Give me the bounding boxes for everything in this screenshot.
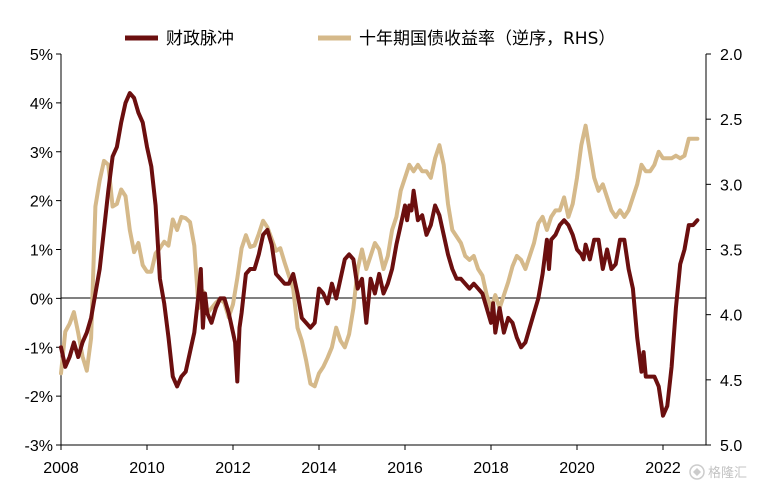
watermark: 格隆汇 [689, 464, 747, 481]
series-line-fiscal-impulse [59, 91, 700, 418]
left-tick-label: -3% [25, 438, 53, 455]
x-tick-label: 2010 [129, 460, 165, 477]
watermark-text: 格隆汇 [708, 465, 747, 481]
legend-label-fiscal: 财政脉冲 [166, 29, 234, 49]
left-tick-label: -1% [25, 340, 53, 357]
series-line-bond-yield [59, 123, 700, 389]
right-tick-label: 4.5 [720, 373, 742, 390]
left-tick-label: 4% [30, 96, 53, 113]
series-layer [59, 91, 700, 418]
x-tick-label: 2008 [43, 460, 79, 477]
watermark-logo-mark [693, 468, 701, 476]
x-tick-label: 2014 [301, 460, 337, 477]
right-axis-ticks: 2.0 2.5 3.0 3.5 4.0 4.5 5.0 [706, 47, 742, 455]
x-tick-label: 2012 [215, 460, 251, 477]
x-tick-label: 2022 [645, 460, 681, 477]
legend-label-yield: 十年期国债收益率（逆序，RHS） [359, 29, 615, 49]
left-tick-label: -2% [25, 389, 53, 406]
right-tick-label: 3.5 [720, 243, 742, 260]
left-tick-label: 1% [30, 243, 53, 260]
left-tick-label: 2% [30, 194, 53, 211]
legend: 财政脉冲 十年期国债收益率（逆序，RHS） [125, 29, 615, 49]
right-tick-label: 5.0 [720, 438, 742, 455]
right-tick-label: 2.5 [720, 112, 742, 129]
x-tick-label: 2020 [559, 460, 595, 477]
x-tick-label: 2018 [473, 460, 509, 477]
left-tick-label: 3% [30, 145, 53, 162]
x-axis-ticks: 2008 2010 2012 2014 2016 2018 2020 2022 [43, 445, 681, 477]
x-tick-label: 2016 [387, 460, 423, 477]
right-tick-label: 4.0 [720, 308, 742, 325]
watermark-logo-icon [689, 464, 705, 480]
right-tick-label: 3.0 [720, 177, 742, 194]
right-tick-label: 2.0 [720, 47, 742, 64]
left-tick-label: 5% [30, 47, 53, 64]
left-axis-ticks: 5% 4% 3% 2% 1% 0% -1% -2% -3% [25, 47, 61, 455]
left-tick-label: 0% [30, 291, 53, 308]
